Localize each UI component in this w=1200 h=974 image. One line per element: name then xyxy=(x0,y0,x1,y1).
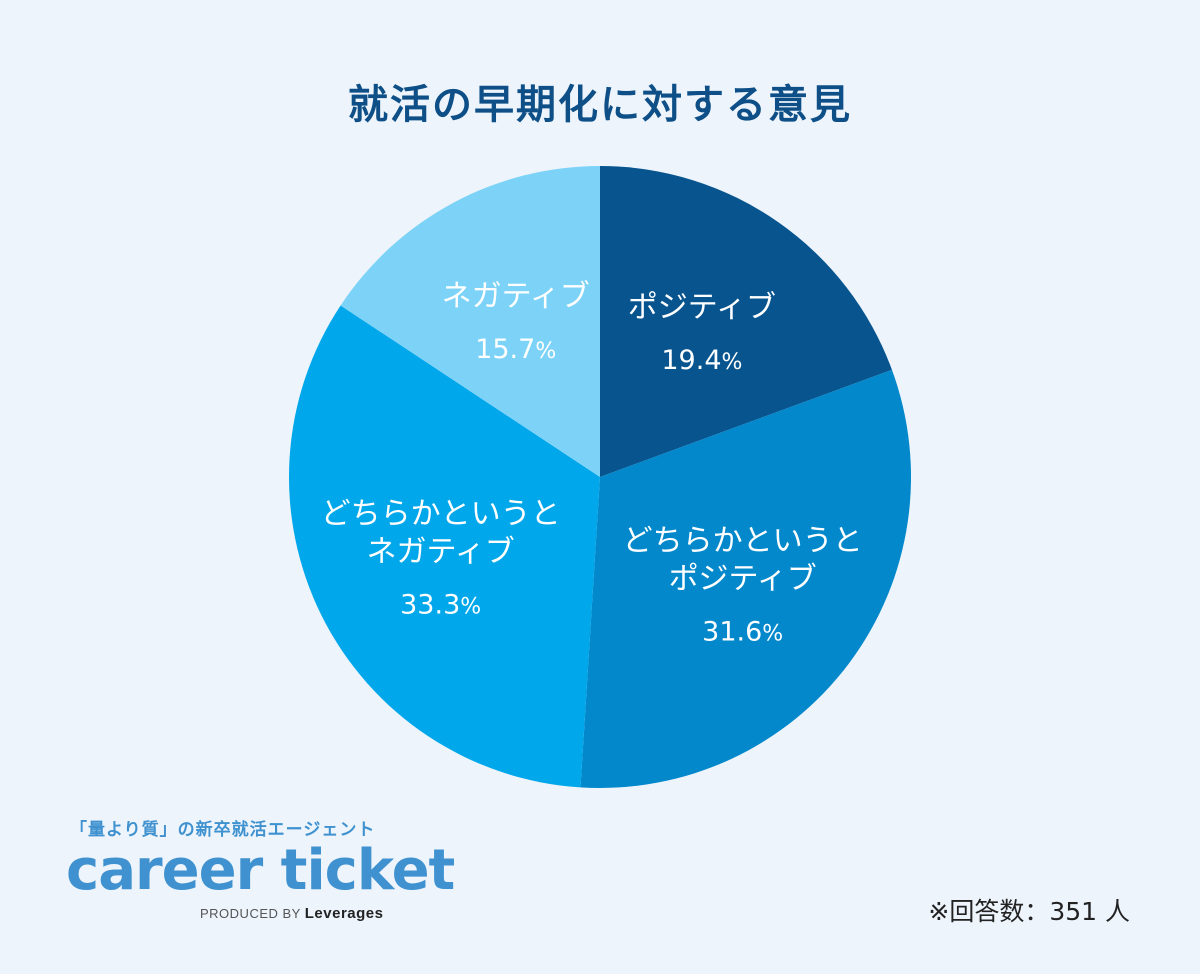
slice-category-label: ネガティブ xyxy=(367,534,515,569)
chart-title: 就活の早期化に対する意見 xyxy=(348,82,852,128)
produced-by-label: PRODUCED BY xyxy=(200,906,301,921)
produced-by-credit: PRODUCED BY Leverages xyxy=(200,905,383,922)
pie-slice-2 xyxy=(580,369,911,788)
career-ticket-logo: career ticket xyxy=(66,838,455,903)
slice-label-4: ネガティブ 15.7% xyxy=(442,279,590,365)
slice-category-label: どちらかというと xyxy=(321,496,561,531)
respondent-count: ※回答数：351 人 xyxy=(928,897,1130,926)
leverages-brand: Leverages xyxy=(304,905,384,922)
slice-category-label: ポジティブ xyxy=(628,290,776,325)
pie-slice-4 xyxy=(340,166,600,477)
slice-label-1: ポジティブ 19.4% xyxy=(628,290,776,376)
slice-percent-label: 19.4% xyxy=(661,345,742,376)
slice-category-label: どちらかというと xyxy=(623,523,863,558)
slice-percent-label: 33.3% xyxy=(400,589,481,620)
pie-slice-3 xyxy=(288,305,600,788)
pie-slice-1 xyxy=(600,166,892,477)
slice-percent-label: 15.7% xyxy=(475,334,556,365)
slice-percent-label: 31.6% xyxy=(702,616,783,647)
slice-category-label: ポジティブ xyxy=(669,561,817,596)
slice-category-label: ネガティブ xyxy=(442,279,590,314)
logo-tagline: 「量より質」の新卒就活エージェント xyxy=(70,820,376,840)
